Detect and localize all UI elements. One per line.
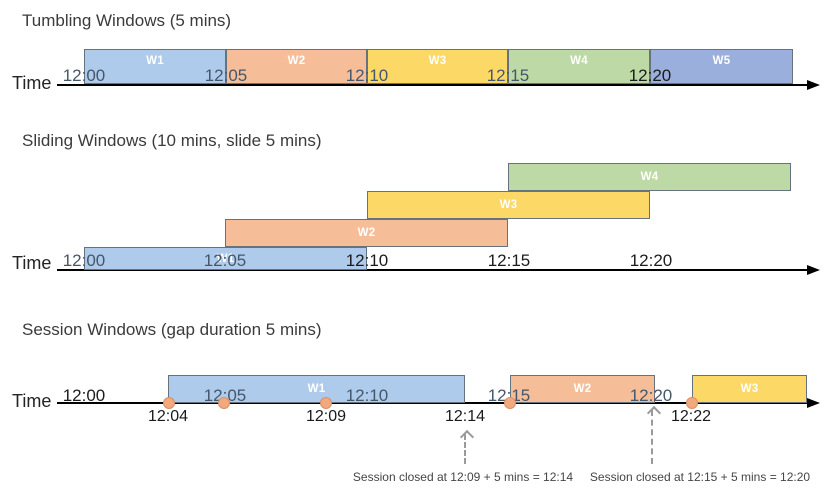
event-time-label: 12:09 bbox=[305, 408, 347, 425]
axis-arrowhead-icon bbox=[807, 398, 820, 408]
window-label: W3 bbox=[499, 199, 518, 211]
window-label: W3 bbox=[740, 383, 759, 395]
window-w5: W5 bbox=[650, 49, 793, 84]
window-w1: W1 bbox=[84, 247, 367, 270]
window-label: W2 bbox=[573, 383, 592, 395]
event-dot bbox=[504, 397, 516, 409]
window-label: W4 bbox=[640, 171, 659, 183]
tick-label: 12:05 bbox=[204, 66, 248, 85]
window-w3: W3 bbox=[367, 49, 508, 84]
tick-label: 12:05 bbox=[203, 386, 247, 405]
tick-label: 12:10 bbox=[345, 386, 389, 405]
event-dot bbox=[163, 397, 175, 409]
tick-label: 12:15 bbox=[486, 66, 530, 85]
session-closed-note: Session closed at 12:15 + 5 mins = 12:20 bbox=[589, 470, 811, 484]
session-closed-note: Session closed at 12:09 + 5 mins = 12:14 bbox=[352, 470, 574, 484]
dashed-up-arrow bbox=[646, 405, 662, 464]
tick-label: 12:00 bbox=[62, 251, 106, 270]
window-w2: W2 bbox=[510, 375, 655, 403]
window-w1: W1 bbox=[84, 49, 226, 84]
event-time-label: 12:22 bbox=[670, 408, 712, 425]
tick-label: 12:15 bbox=[487, 386, 531, 405]
event-dot bbox=[320, 397, 332, 409]
tick-label: 12:10 bbox=[345, 66, 389, 85]
section-title: Sliding Windows (10 mins, slide 5 mins) bbox=[22, 131, 322, 150]
event-dot bbox=[686, 397, 698, 409]
up-arrowhead-icon bbox=[459, 429, 475, 445]
window-w3: W3 bbox=[367, 191, 650, 219]
window-w1: W1 bbox=[168, 375, 465, 403]
tick-label: 12:00 bbox=[62, 386, 106, 405]
time-axis-label: Time bbox=[12, 391, 52, 411]
time-axis-line bbox=[57, 269, 808, 271]
event-time-label: 12:14 bbox=[444, 408, 486, 425]
window-w4: W4 bbox=[508, 49, 650, 84]
tick-label: 12:00 bbox=[62, 66, 106, 85]
dashed-up-arrow bbox=[459, 429, 475, 464]
tick-label: 12:20 bbox=[629, 386, 673, 405]
tick-label: 12:05 bbox=[203, 251, 247, 270]
window-w2: W2 bbox=[225, 219, 508, 247]
event-time-label: 12:04 bbox=[147, 408, 189, 425]
time-axis-line bbox=[57, 402, 808, 404]
window-w4: W4 bbox=[508, 163, 791, 191]
event-dot bbox=[218, 397, 230, 409]
time-axis-label: Time bbox=[12, 253, 52, 273]
window-label: W1 bbox=[216, 252, 235, 265]
window-label: W3 bbox=[428, 55, 447, 67]
tick-label: 12:20 bbox=[628, 66, 672, 85]
section-title: Tumbling Windows (5 mins) bbox=[22, 11, 232, 30]
time-axis-label: Time bbox=[12, 73, 52, 93]
section-title: Session Windows (gap duration 5 mins) bbox=[22, 320, 322, 339]
tick-label: 12:20 bbox=[629, 251, 673, 270]
window-label: W1 bbox=[307, 383, 326, 395]
axis-arrowhead-icon bbox=[807, 80, 820, 90]
window-label: W5 bbox=[712, 55, 731, 67]
window-label: W2 bbox=[357, 227, 376, 239]
axis-arrowhead-icon bbox=[807, 265, 820, 275]
tick-label: 12:15 bbox=[487, 251, 531, 270]
tick-label: 12:10 bbox=[345, 251, 389, 270]
window-w3: W3 bbox=[692, 375, 807, 403]
window-label: W2 bbox=[287, 55, 306, 67]
window-w2: W2 bbox=[226, 49, 367, 84]
window-label: W1 bbox=[146, 55, 164, 67]
window-label: W4 bbox=[570, 55, 588, 67]
time-axis-line bbox=[57, 84, 808, 86]
